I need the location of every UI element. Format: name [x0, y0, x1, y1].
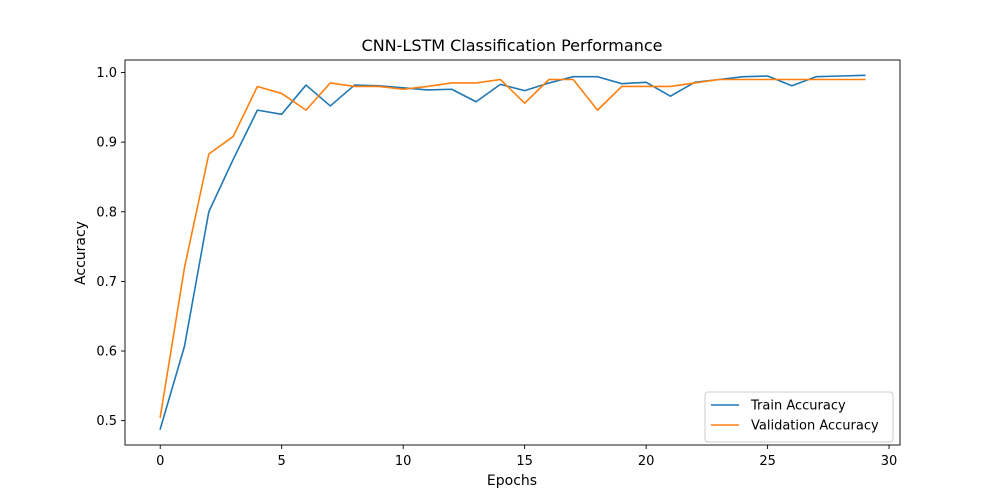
x-tick-label: 30: [881, 454, 898, 469]
series-line-validation-accuracy: [159, 78, 866, 419]
y-axis-label: Accuracy: [73, 221, 89, 285]
legend: Train Accuracy Validation Accuracy: [704, 391, 894, 443]
x-axis-label: Epochs: [487, 473, 537, 489]
x-tick-label: 15: [516, 454, 533, 469]
y-tick-label: 1.0: [96, 66, 117, 81]
x-tick-label: 20: [638, 454, 655, 469]
y-tick-label: 0.6: [96, 345, 117, 360]
x-tick-label: 5: [278, 454, 286, 469]
x-tick-label: 10: [395, 454, 412, 469]
chart-title: CNN-LSTM Classification Performance: [362, 36, 663, 55]
x-tick-label: 0: [156, 454, 164, 469]
y-tick-label: 0.9: [96, 136, 117, 151]
legend-box: [704, 391, 894, 443]
y-tick-label: 0.7: [96, 275, 117, 290]
y-tick-label: 0.8: [96, 205, 117, 220]
legend-entry: Train Accuracy: [750, 399, 846, 414]
legend-entry: Validation Accuracy: [751, 419, 879, 434]
x-tick-label: 25: [759, 454, 776, 469]
y-tick-label: 0.5: [96, 414, 117, 429]
plot-area: [159, 74, 866, 430]
series-line-train-accuracy: [159, 74, 866, 430]
axes: 0 5 10 15 20 25 30 0.5 0.6 0.7 0.8 0.9 1.0: [96, 59, 901, 469]
axes-frame: [124, 59, 901, 446]
